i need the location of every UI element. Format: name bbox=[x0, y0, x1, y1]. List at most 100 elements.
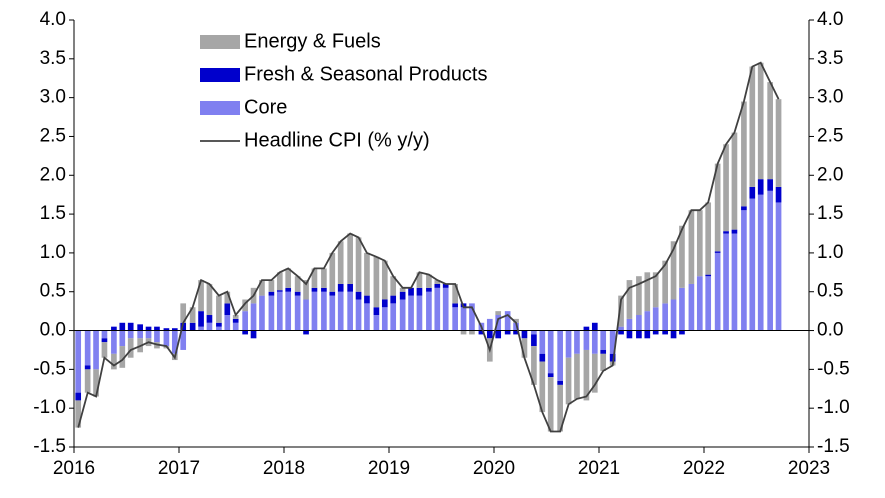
bar-segment bbox=[557, 330, 563, 382]
bar-segment bbox=[442, 283, 449, 288]
bar-segment bbox=[670, 299, 677, 331]
bar-segment bbox=[250, 303, 257, 331]
bar-segment bbox=[311, 291, 318, 331]
bar-segment bbox=[600, 330, 607, 350]
y2-tick-label: 2.5 bbox=[817, 125, 843, 146]
bar-segment bbox=[618, 295, 624, 327]
bar-segment bbox=[478, 330, 485, 335]
bar-segment bbox=[84, 330, 91, 366]
bar-segment bbox=[688, 283, 695, 331]
y2-tick-label: -1.5 bbox=[817, 436, 850, 457]
bar-segment bbox=[609, 330, 616, 354]
bar-segment bbox=[749, 66, 756, 187]
bar-segment bbox=[741, 206, 747, 211]
bar-segment bbox=[294, 295, 301, 331]
bar-segment bbox=[232, 318, 239, 323]
bar-segment bbox=[531, 346, 537, 385]
bar-segment bbox=[364, 303, 370, 331]
bar-segment bbox=[381, 299, 388, 308]
bar-segment bbox=[408, 287, 414, 296]
y-tick-label: 1.0 bbox=[40, 242, 66, 263]
bar-segment bbox=[171, 330, 178, 354]
bar-segment bbox=[670, 330, 677, 339]
bar-segment bbox=[767, 179, 773, 191]
bar-segment bbox=[591, 353, 598, 393]
bar-segment bbox=[329, 295, 336, 331]
bar-segment bbox=[460, 330, 467, 335]
bar-segment bbox=[154, 326, 160, 331]
bar-segment bbox=[495, 330, 502, 339]
bar-segment bbox=[347, 283, 353, 292]
bar-segment bbox=[705, 276, 712, 331]
bar-segment bbox=[84, 365, 91, 370]
bar-segment bbox=[644, 272, 651, 312]
bar-segment bbox=[180, 303, 187, 323]
bar-segment bbox=[101, 330, 108, 339]
bar-segment bbox=[127, 338, 134, 358]
bar-segment bbox=[636, 276, 642, 316]
bar-segment bbox=[337, 283, 344, 292]
bar-segment bbox=[521, 330, 528, 339]
bar-segment bbox=[662, 330, 668, 335]
bar-segment bbox=[276, 272, 283, 291]
bar-segment bbox=[583, 326, 590, 331]
bar-segment bbox=[390, 276, 397, 296]
bar-segment bbox=[618, 330, 624, 335]
bar-segment bbox=[232, 315, 239, 319]
bar-segment bbox=[242, 311, 248, 331]
y2-tick-label: 3.5 bbox=[817, 48, 843, 69]
bar-segment bbox=[652, 330, 659, 335]
x-tick-label: 2016 bbox=[53, 458, 95, 479]
bar-segment bbox=[276, 291, 283, 331]
bar-segment bbox=[408, 295, 414, 331]
bar-segment bbox=[399, 299, 406, 331]
bar-segment bbox=[486, 330, 493, 339]
y-tick-label: 0.5 bbox=[40, 281, 66, 302]
bar-segment bbox=[198, 326, 204, 331]
bar-segment bbox=[636, 315, 642, 331]
bar-segment bbox=[696, 210, 703, 277]
bar-segment bbox=[84, 369, 91, 393]
x-tick-label: 2018 bbox=[263, 458, 305, 479]
bar-segment bbox=[163, 328, 170, 331]
bar-segment bbox=[294, 291, 301, 296]
bar-segment bbox=[137, 324, 143, 331]
bar-segment bbox=[547, 330, 554, 374]
bar-segment bbox=[171, 328, 178, 331]
y-tick-label: 2.5 bbox=[40, 125, 66, 146]
y2-tick-label: -1.0 bbox=[817, 397, 850, 418]
y-tick-label: -0.5 bbox=[33, 358, 66, 379]
bar-segment bbox=[216, 295, 222, 323]
bar-segment bbox=[644, 330, 651, 339]
bar-segment bbox=[600, 349, 607, 354]
bar-segment bbox=[723, 233, 729, 331]
bar-segment bbox=[242, 299, 248, 312]
bar-segment bbox=[460, 307, 467, 331]
bar-segment bbox=[216, 322, 222, 327]
bar-segment bbox=[268, 280, 275, 292]
bar-segment bbox=[137, 330, 143, 339]
bar-segment bbox=[626, 280, 633, 319]
bar-segment bbox=[216, 326, 222, 331]
bar-segment bbox=[75, 330, 82, 393]
bar-segment bbox=[259, 280, 265, 296]
bar-segment bbox=[452, 283, 458, 304]
bar-segment bbox=[775, 186, 782, 203]
legend-label: Energy & Fuels bbox=[244, 30, 381, 52]
bar-segment bbox=[364, 295, 370, 304]
bar-segment bbox=[355, 299, 362, 331]
bar-segment bbox=[373, 256, 380, 308]
bar-segment bbox=[513, 330, 519, 335]
bar-segment bbox=[285, 287, 292, 292]
bar-segment bbox=[688, 210, 695, 284]
bar-segment bbox=[163, 330, 170, 347]
bar-segment bbox=[626, 318, 633, 331]
bar-segment bbox=[591, 322, 598, 331]
bar-segment bbox=[426, 291, 432, 331]
bar-segment bbox=[206, 283, 213, 316]
bar-segment bbox=[574, 330, 580, 354]
y2-tick-label: -0.5 bbox=[817, 358, 850, 379]
bar-segment bbox=[232, 322, 239, 331]
bar-segment bbox=[452, 307, 458, 331]
